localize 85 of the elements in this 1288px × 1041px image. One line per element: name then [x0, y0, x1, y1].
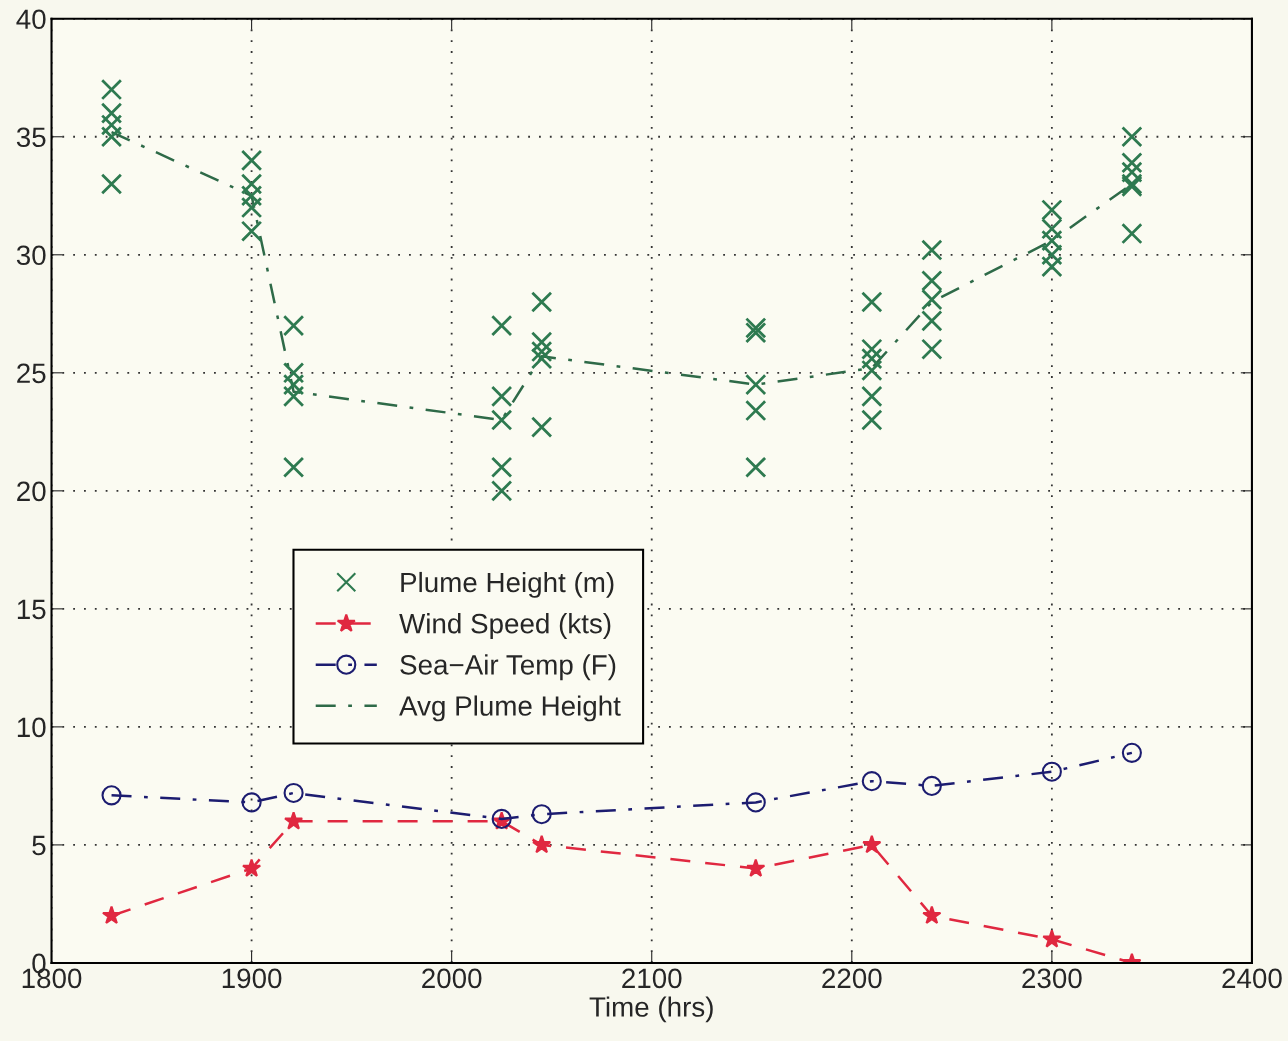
point — [1041, 218, 1063, 240]
y-tick-label: 35 — [16, 127, 46, 148]
point — [282, 456, 305, 478]
y-tick-label: 15 — [17, 599, 46, 620]
point — [490, 314, 513, 337]
point — [490, 456, 513, 478]
point — [530, 331, 553, 353]
x-tick-label: 2300 — [1022, 968, 1082, 989]
point — [746, 858, 766, 877]
point — [282, 385, 305, 408]
point — [240, 173, 263, 195]
point — [861, 771, 882, 792]
point — [861, 385, 883, 408]
point — [861, 359, 883, 382]
point — [100, 126, 123, 148]
y-tick-label: 10 — [17, 717, 46, 738]
point — [283, 811, 304, 830]
point — [921, 270, 943, 292]
point — [531, 804, 552, 825]
point — [1041, 244, 1063, 266]
point — [240, 149, 263, 172]
point — [240, 185, 263, 207]
point — [101, 785, 122, 806]
point — [745, 399, 767, 422]
point — [861, 347, 883, 370]
point — [100, 114, 123, 136]
point — [861, 409, 883, 431]
point — [1121, 742, 1142, 763]
legend-label: Wind Speed (kts) — [399, 613, 611, 639]
point — [100, 78, 123, 101]
point — [1041, 761, 1062, 782]
legend-label: Sea−Air Temp (F) — [400, 654, 616, 681]
y-tick-label: 25 — [17, 363, 46, 384]
x-axis-title: Time (hrs) — [589, 996, 713, 1023]
x-tick-label: 2100 — [622, 968, 682, 989]
point — [861, 291, 883, 313]
legend-label: Plume Height (m) — [401, 571, 614, 598]
point — [490, 385, 513, 408]
x-tick-label: 2200 — [822, 968, 882, 989]
point — [490, 480, 513, 502]
point — [530, 291, 553, 313]
point — [921, 338, 943, 360]
x-tick-label: 2000 — [422, 968, 482, 989]
point — [240, 196, 263, 219]
point — [1121, 222, 1143, 245]
point — [1121, 152, 1143, 174]
legend-label: Avg Plume Height — [399, 695, 621, 722]
point — [532, 834, 552, 854]
point — [1041, 199, 1063, 221]
y-tick-label: 30 — [16, 245, 46, 266]
point — [922, 905, 942, 925]
y-tick-label: 40 — [16, 9, 46, 30]
point — [282, 314, 305, 337]
point — [745, 792, 766, 813]
point — [530, 416, 553, 438]
point — [530, 340, 553, 363]
point — [100, 173, 123, 195]
point — [100, 102, 123, 124]
x-tick-label: 1900 — [222, 968, 282, 989]
point — [1121, 126, 1143, 148]
point — [101, 905, 122, 925]
point — [241, 858, 262, 877]
point — [283, 782, 304, 804]
point — [240, 220, 263, 242]
point — [1041, 255, 1063, 278]
point — [745, 321, 767, 344]
point — [282, 362, 305, 384]
point — [861, 338, 883, 360]
point — [921, 775, 942, 796]
y-tick-label: 20 — [17, 481, 46, 502]
point — [745, 456, 767, 478]
y-tick-label: 5 — [32, 835, 46, 856]
point — [745, 373, 767, 396]
point — [921, 239, 943, 261]
point — [282, 373, 305, 396]
point — [921, 310, 943, 332]
point — [1121, 161, 1143, 183]
point — [490, 409, 513, 431]
x-tick-label: 2400 — [1222, 968, 1282, 989]
point — [530, 347, 553, 370]
point — [921, 288, 943, 311]
point — [241, 792, 262, 813]
point — [1041, 229, 1063, 252]
point — [1042, 929, 1062, 948]
point — [862, 834, 882, 854]
